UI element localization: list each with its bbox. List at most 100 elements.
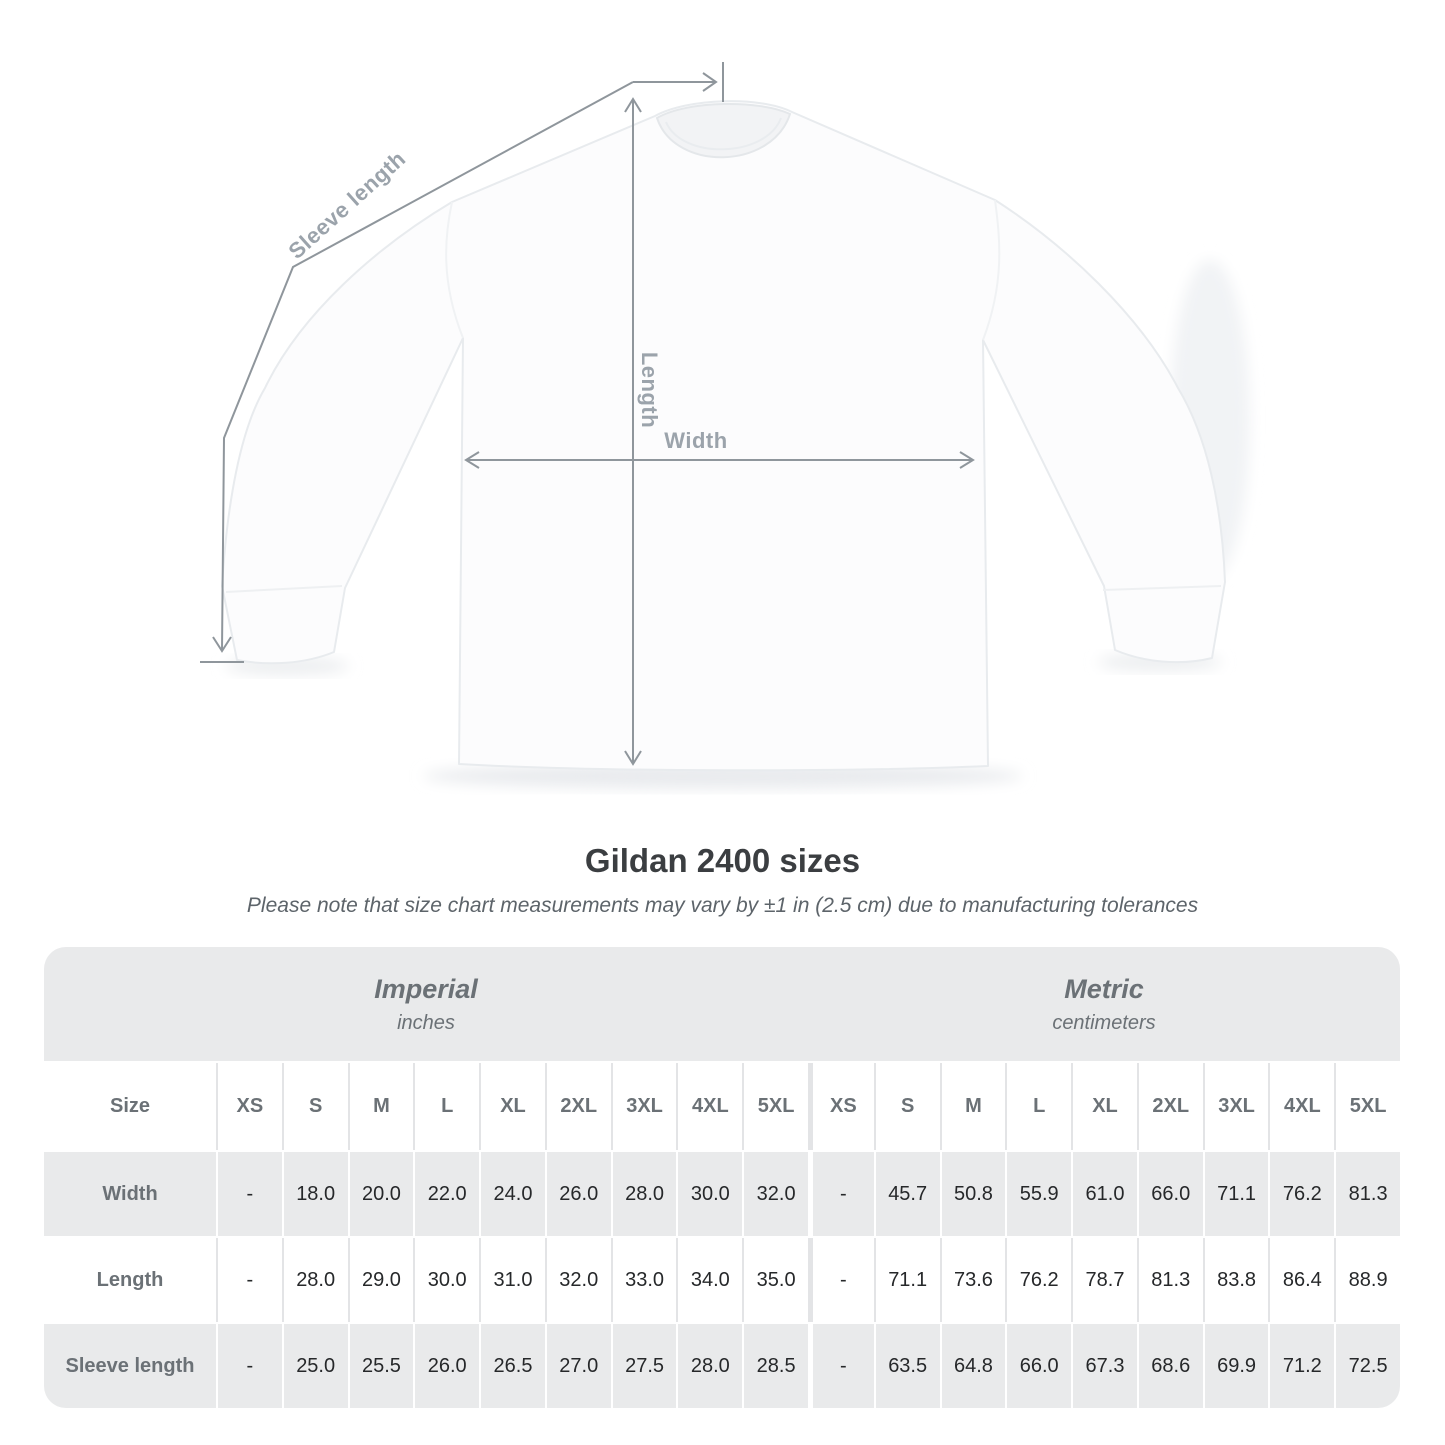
- size-col-header: 4XL: [678, 1063, 743, 1150]
- size-header-cell: Size: [44, 1063, 216, 1150]
- arrow-down-icon: [624, 750, 642, 766]
- size-col-header: 5XL: [744, 1063, 808, 1150]
- value-cell: 88.9: [1336, 1238, 1400, 1322]
- size-col-header: L: [415, 1063, 480, 1150]
- value-cell: -: [218, 1238, 282, 1322]
- collar-inner-seam: [665, 117, 782, 151]
- value-cell: 29.0: [349, 1238, 414, 1322]
- size-col-header: 3XL: [1204, 1063, 1269, 1150]
- value-cell: 69.9: [1204, 1324, 1269, 1408]
- value-cell: 30.0: [415, 1238, 480, 1322]
- value-cell: -: [813, 1238, 874, 1322]
- size-col-header: 4XL: [1270, 1063, 1335, 1150]
- width-label: Width: [664, 428, 727, 453]
- arrow-right-icon: [702, 72, 718, 92]
- metric-group-header: Metric centimeters: [808, 947, 1400, 1061]
- value-cell: 33.0: [612, 1238, 677, 1322]
- value-cell: 31.0: [481, 1238, 545, 1322]
- arrow-right-icon: [959, 451, 975, 469]
- value-cell: 68.6: [1138, 1324, 1203, 1408]
- value-cell: 18.0: [283, 1152, 348, 1236]
- value-cell: 35.0: [744, 1238, 808, 1322]
- arrow-up-icon: [624, 97, 642, 113]
- value-cell: 26.0: [415, 1324, 480, 1408]
- value-cell: 26.5: [481, 1324, 545, 1408]
- value-cell: 26.0: [546, 1152, 611, 1236]
- value-cell: 66.0: [1138, 1152, 1203, 1236]
- right-cuff-seam: [1102, 585, 1222, 591]
- value-cell: -: [813, 1152, 874, 1236]
- value-cell: 28.5: [744, 1324, 808, 1408]
- long-sleeve-shirt: [221, 100, 1226, 772]
- value-cell: 86.4: [1270, 1238, 1335, 1322]
- value-cell: 28.0: [283, 1238, 348, 1322]
- value-cell: 72.5: [1336, 1324, 1400, 1408]
- arrow-down-icon: [212, 636, 232, 653]
- length-label: Length: [637, 352, 662, 428]
- value-cell: 71.2: [1270, 1324, 1335, 1408]
- value-cell: 45.7: [875, 1152, 940, 1236]
- value-cell: 63.5: [875, 1324, 940, 1408]
- value-cell: 55.9: [1007, 1152, 1072, 1236]
- size-col-header: S: [283, 1063, 348, 1150]
- value-cell: 27.0: [546, 1324, 611, 1408]
- value-cell: 64.8: [941, 1324, 1006, 1408]
- row-label: Length: [44, 1238, 216, 1322]
- imperial-group-header: Imperial inches: [44, 947, 808, 1061]
- size-col-header: 5XL: [1336, 1063, 1400, 1150]
- metric-label: Metric: [1064, 973, 1144, 1004]
- value-cell: 24.0: [481, 1152, 545, 1236]
- value-cell: 28.0: [678, 1324, 743, 1408]
- size-col-header: M: [349, 1063, 414, 1150]
- value-cell: 50.8: [941, 1152, 1006, 1236]
- table-row-length: Length - 28.0 29.0 30.0 31.0 32.0 33.0 3…: [44, 1238, 1400, 1322]
- value-cell: -: [218, 1324, 282, 1408]
- value-cell: 83.8: [1204, 1238, 1269, 1322]
- value-cell: 76.2: [1007, 1238, 1072, 1322]
- value-cell: 78.7: [1073, 1238, 1137, 1322]
- imperial-label: Imperial: [374, 973, 478, 1004]
- value-cell: 76.2: [1270, 1152, 1335, 1236]
- value-cell: 25.0: [283, 1324, 348, 1408]
- shirt-body: [221, 100, 1226, 772]
- metric-unit: centimeters: [1052, 1011, 1156, 1034]
- value-cell: 66.0: [1007, 1324, 1072, 1408]
- size-col-header: 3XL: [612, 1063, 677, 1150]
- size-col-header: L: [1007, 1063, 1072, 1150]
- unit-group-header: Imperial inches Metric centimeters: [44, 947, 1400, 1061]
- value-cell: 61.0: [1073, 1152, 1137, 1236]
- width-measure: [464, 451, 975, 469]
- left-armhole-seam: [445, 201, 464, 339]
- table-row-sleeve-length: Sleeve length - 25.0 25.5 26.0 26.5 27.0…: [44, 1324, 1400, 1408]
- value-cell: 22.0: [415, 1152, 480, 1236]
- arrow-left-icon: [464, 451, 480, 469]
- right-armhole-seam: [982, 199, 1001, 341]
- value-cell: -: [813, 1324, 874, 1408]
- tolerance-note: Please note that size chart measurements…: [246, 894, 1199, 917]
- value-cell: 32.0: [546, 1238, 611, 1322]
- size-col-header: 2XL: [546, 1063, 611, 1150]
- shirt-measurement-diagram: Sleeve length Length Width: [200, 62, 1250, 789]
- size-col-header: XL: [1073, 1063, 1137, 1150]
- value-cell: 71.1: [1204, 1152, 1269, 1236]
- value-cell: 32.0: [744, 1152, 808, 1236]
- value-cell: 67.3: [1073, 1324, 1137, 1408]
- size-col-header: XS: [813, 1063, 874, 1150]
- value-cell: 20.0: [349, 1152, 414, 1236]
- value-cell: 73.6: [941, 1238, 1006, 1322]
- size-table: Imperial inches Metric centimeters Size …: [44, 947, 1400, 1408]
- value-cell: 27.5: [612, 1324, 677, 1408]
- length-measure: [624, 97, 642, 766]
- table-row-width: Width - 18.0 20.0 22.0 24.0 26.0 28.0 30…: [44, 1152, 1400, 1236]
- value-cell: 28.0: [612, 1152, 677, 1236]
- left-cuff-seam: [225, 585, 343, 593]
- size-col-header: XS: [218, 1063, 282, 1150]
- imperial-unit: inches: [397, 1011, 455, 1034]
- size-col-header: XL: [481, 1063, 545, 1150]
- size-col-header: 2XL: [1138, 1063, 1203, 1150]
- row-label: Width: [44, 1152, 216, 1236]
- value-cell: 81.3: [1336, 1152, 1400, 1236]
- size-col-header: M: [941, 1063, 1006, 1150]
- page-title: Gildan 2400 sizes: [584, 842, 861, 879]
